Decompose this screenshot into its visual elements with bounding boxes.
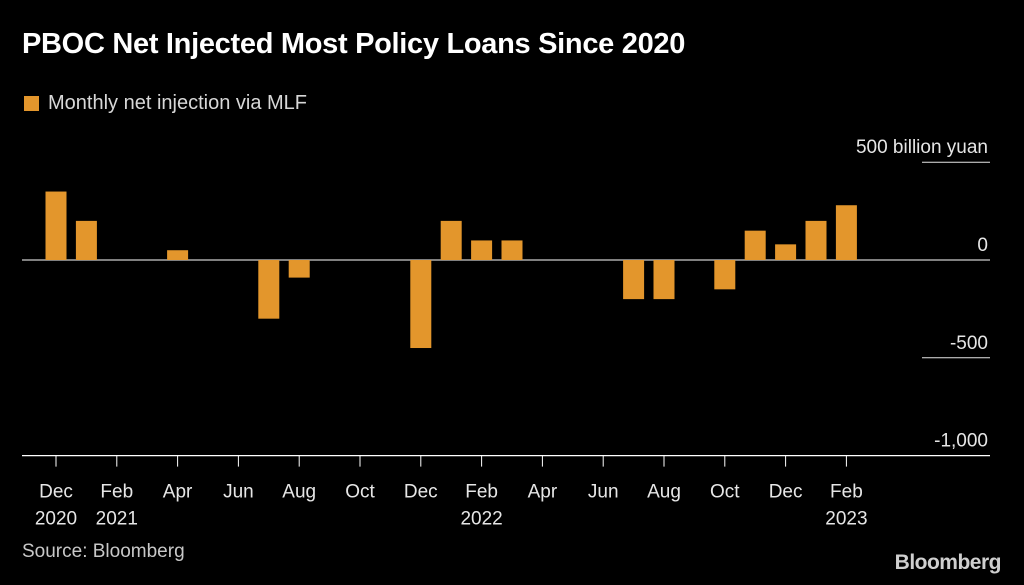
bar [288, 260, 310, 278]
x-tick-year-label: 2022 [460, 509, 502, 530]
x-tick-year-label: 2020 [35, 509, 77, 530]
y-tick-label: -500 [950, 333, 988, 354]
bar [501, 240, 523, 260]
bloomberg-logo: Bloomberg [894, 551, 1002, 574]
x-tick-year-label: 2023 [825, 509, 867, 530]
bar [653, 260, 675, 300]
x-tick-label: Oct [710, 482, 740, 503]
bar [835, 205, 857, 260]
bar [410, 260, 432, 349]
bar [805, 220, 827, 260]
x-tick-label: Dec [404, 482, 438, 503]
x-tick-label: Apr [163, 482, 193, 503]
bar [623, 260, 645, 300]
bar [775, 244, 797, 260]
y-tick-label: 500 billion yuan [856, 137, 988, 158]
x-axis: Dec 2020 Feb 2021 Apr Jun Aug Oct Dec Feb 2022 Apr J… [35, 455, 868, 530]
bars [45, 191, 857, 349]
x-tick-label: Oct [345, 482, 375, 503]
x-tick-label: Dec [769, 482, 803, 503]
bar [440, 220, 462, 260]
chart-title: PBOC Net Injected Most Policy Loans Sinc… [22, 28, 686, 60]
bar [167, 250, 189, 260]
bar [45, 191, 67, 260]
x-tick-label: Jun [588, 482, 619, 503]
x-tick-label: Apr [528, 482, 558, 503]
y-tick-label: -1,000 [934, 431, 988, 452]
x-tick-label: Dec [39, 482, 73, 503]
bar [744, 230, 766, 260]
y-tick-label: 0 [977, 235, 988, 256]
legend-label: Monthly net injection via MLF [48, 92, 308, 114]
bar [258, 260, 280, 319]
y-axis-labels: 500 billion yuan 0 -500 -1,000 [856, 137, 988, 451]
bar [714, 260, 736, 290]
legend-swatch [24, 96, 39, 111]
source-note: Source: Bloomberg [22, 541, 185, 562]
x-tick-label: Jun [223, 482, 254, 503]
x-tick-label: Feb [830, 482, 863, 503]
x-tick-label: Feb [100, 482, 133, 503]
bar [75, 220, 97, 260]
x-tick-label: Feb [465, 482, 498, 503]
legend: Monthly net injection via MLF [24, 92, 307, 115]
bar [471, 240, 493, 260]
x-tick-label: Aug [282, 482, 316, 503]
x-tick-year-label: 2021 [96, 509, 138, 530]
x-tick-label: Aug [647, 482, 681, 503]
